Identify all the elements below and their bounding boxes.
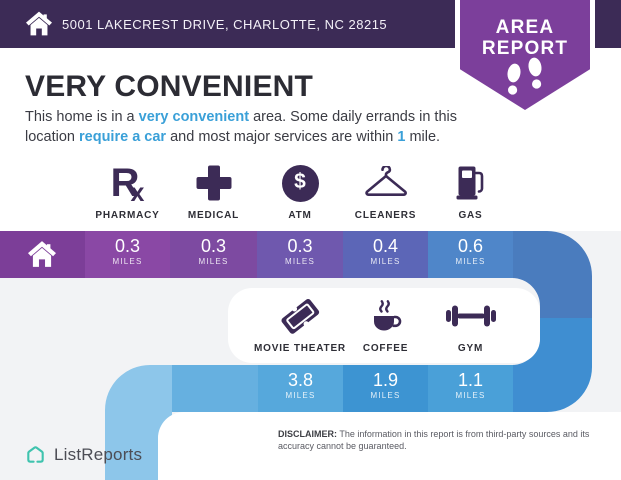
- service-label: CLEANERS: [354, 210, 417, 221]
- desc-highlight: require a car: [79, 128, 167, 145]
- service-gym: GYM: [428, 293, 513, 354]
- distance-coffee: 1.9 MILES: [343, 370, 428, 401]
- band-cell: [428, 231, 513, 278]
- distance-unit: MILES: [370, 391, 401, 400]
- dumbbell-icon: [428, 293, 513, 339]
- desc-part: area. Some daily errands in this locatio…: [25, 109, 457, 145]
- page-title: VERY CONVENIENT: [25, 70, 314, 103]
- desc-part: and most major services are within: [166, 128, 398, 145]
- service-medical: MEDICAL: [170, 160, 257, 221]
- distance-value: 0.4: [372, 236, 399, 256]
- band-cell: [258, 365, 343, 412]
- distance-unit: MILES: [370, 257, 401, 266]
- footprints-icon: [507, 57, 542, 95]
- badge-line-1: AREA: [495, 17, 555, 38]
- disclaimer-text: DISCLAIMER: The information in this repo…: [278, 429, 594, 452]
- service-label: ATM: [288, 210, 312, 221]
- service-label: GAS: [458, 210, 483, 221]
- distance-unit: MILES: [198, 257, 229, 266]
- property-address: 5001 LAKECREST DRIVE, CHARLOTTE, NC 2821…: [62, 16, 388, 32]
- band-cell: [172, 365, 258, 412]
- home-icon: [26, 11, 52, 36]
- distance-value: 1.9: [372, 370, 399, 390]
- distance-unit: MILES: [455, 257, 486, 266]
- distance-gym: 1.1 MILES: [428, 370, 513, 401]
- distance-gas: 0.6 MILES: [428, 236, 513, 267]
- distance-unit: MILES: [112, 257, 143, 266]
- listreports-house-icon: [27, 446, 44, 463]
- distance-medical: 0.3 MILES: [170, 236, 257, 267]
- service-cleaners: CLEANERS: [343, 160, 428, 221]
- distance-atm: 0.3 MILES: [257, 236, 343, 267]
- coffee-cup-icon: [343, 293, 428, 339]
- distance-value: 0.3: [200, 236, 227, 256]
- distance-unit: MILES: [285, 391, 316, 400]
- listreports-logo: ListReports: [24, 443, 142, 466]
- medical-cross-icon: [170, 160, 257, 206]
- band-cell: [343, 365, 428, 412]
- distance-value: 3.8: [287, 370, 314, 390]
- service-atm: $ ATM: [257, 160, 343, 221]
- service-label: PHARMACY: [95, 210, 160, 221]
- gas-pump-icon: [428, 160, 513, 206]
- service-label: GYM: [457, 343, 484, 354]
- distance-value: 1.1: [457, 370, 484, 390]
- distance-value: 0.3: [114, 236, 141, 256]
- disclaimer-body: The information in this report is from t…: [278, 429, 590, 451]
- disclaimer-label: DISCLAIMER:: [278, 429, 337, 439]
- distance-movie-theater: 3.8 MILES: [258, 370, 343, 401]
- band-cell: [170, 231, 257, 278]
- distance-cleaners: 0.4 MILES: [343, 236, 428, 267]
- band-home-icon: [28, 241, 56, 267]
- movie-ticket-icon: [240, 293, 360, 339]
- service-label: MOVIE THEATER: [254, 343, 346, 354]
- service-label: COFFEE: [362, 343, 409, 354]
- band-cell: [428, 365, 513, 412]
- atm-dollar-icon: $: [257, 160, 343, 206]
- band-cell: [343, 231, 428, 278]
- distance-unit: MILES: [284, 257, 315, 266]
- desc-highlight: very convenient: [138, 109, 250, 125]
- service-coffee: COFFEE: [343, 293, 428, 354]
- distance-value: 0.3: [287, 236, 313, 256]
- service-label: MEDICAL: [187, 210, 240, 221]
- brand-name: ListReports: [54, 444, 143, 464]
- description-text: This home is in a very convenient area. …: [25, 108, 461, 147]
- badge-line-2: REPORT: [481, 38, 569, 59]
- hanger-icon: [343, 160, 428, 206]
- rx-letter-r: R: [110, 161, 140, 205]
- distance-value: 0.6: [457, 236, 484, 256]
- desc-part: This home is in a: [25, 109, 139, 125]
- band-cell: [257, 231, 343, 278]
- distance-pharmacy: 0.3 MILES: [85, 236, 170, 267]
- desc-highlight: 1: [397, 128, 406, 145]
- service-gas: GAS: [428, 160, 513, 221]
- band-cell: [85, 231, 170, 278]
- rx-letter-x: x: [130, 179, 145, 207]
- desc-part: mile.: [405, 128, 441, 145]
- service-movie-theater: MOVIE THEATER: [240, 293, 360, 354]
- disclaimer-panel: DISCLAIMER: The information in this repo…: [158, 412, 621, 480]
- dollar-sign: $: [294, 170, 306, 193]
- distance-unit: MILES: [455, 391, 486, 400]
